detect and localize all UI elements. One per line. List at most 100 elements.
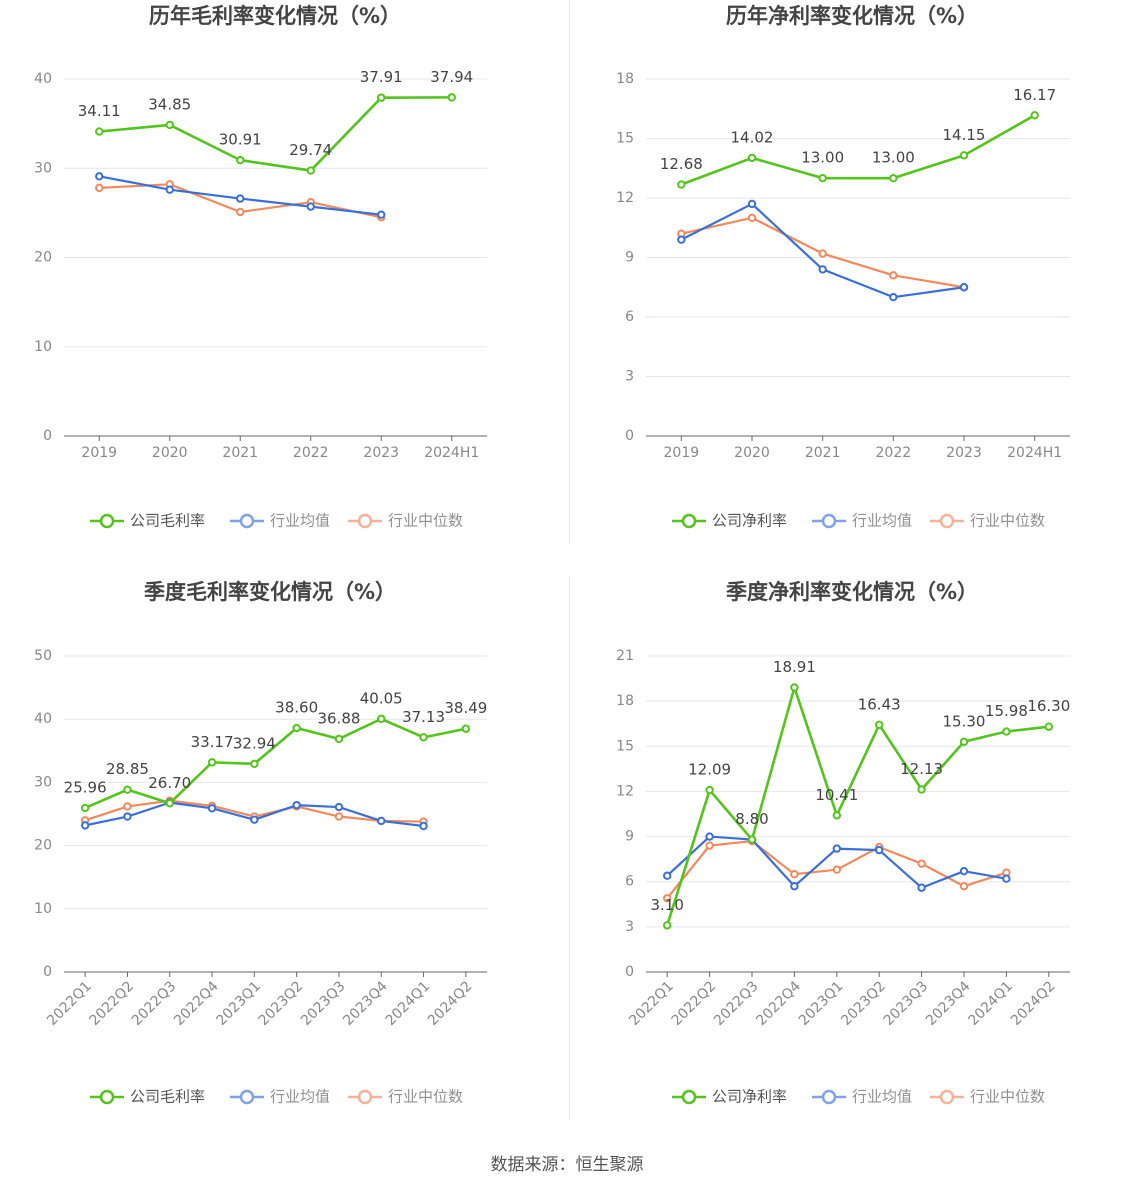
point-industry_avg <box>123 812 132 821</box>
point-company <box>959 151 969 160</box>
x-tick-label: 2024Q1 <box>383 978 434 1029</box>
data-label: 34.11 <box>78 102 121 120</box>
x-tick-label: 2022Q2 <box>87 978 138 1029</box>
point-company <box>705 785 714 795</box>
y-tick-label: 18 <box>616 693 634 709</box>
point-industry_avg <box>818 265 827 274</box>
y-tick-label: 0 <box>625 964 634 980</box>
point-industry_avg <box>832 844 841 853</box>
x-tick-label: 2022 <box>293 445 329 461</box>
point-industry_avg <box>207 804 217 813</box>
legend-item-industry_avg: 行业均值 <box>812 1088 912 1106</box>
data-label: 13.00 <box>872 149 915 167</box>
point-industry_avg <box>165 185 174 194</box>
x-tick-label: 2024Q2 <box>1008 978 1059 1029</box>
data-label: 16.17 <box>1013 86 1056 104</box>
y-tick-label: 15 <box>616 131 634 147</box>
point-company <box>123 785 132 794</box>
point-industry_avg <box>705 832 714 841</box>
y-tick-label: 20 <box>34 838 52 854</box>
legend-label: 公司净利率 <box>712 512 787 530</box>
point-industry_median <box>917 859 926 868</box>
legend-marker <box>239 513 255 529</box>
point-company <box>917 785 926 794</box>
point-company <box>832 811 841 820</box>
legend-label: 行业中位数 <box>970 1088 1045 1106</box>
point-company <box>377 93 386 102</box>
point-industry_avg <box>250 815 259 824</box>
series-line-company <box>680 114 1036 186</box>
y-tick-label: 3 <box>625 919 634 935</box>
y-tick-label: 6 <box>625 874 634 890</box>
y-tick-label: 0 <box>43 428 52 444</box>
y-tick-label: 40 <box>34 711 52 727</box>
data-label: 13.00 <box>801 149 844 167</box>
point-industry_avg <box>236 194 245 203</box>
data-label: 8.80 <box>735 810 768 828</box>
point-industry_avg <box>306 202 315 211</box>
legend-item-industry_median: 行业中位数 <box>930 512 1045 530</box>
point-company <box>306 166 315 175</box>
y-tick-label: 15 <box>616 738 634 754</box>
legend-marker <box>939 1089 955 1105</box>
point-company <box>818 173 827 183</box>
y-tick-label: 0 <box>625 428 634 444</box>
point-company <box>790 683 799 692</box>
data-label: 40.05 <box>360 689 403 707</box>
y-tick-label: 9 <box>625 829 634 845</box>
x-tick-label: 2023Q4 <box>923 978 974 1029</box>
data-label: 12.13 <box>900 760 943 778</box>
chart-title: 季度毛利率变化情况（%） <box>144 580 396 604</box>
point-industry_median <box>790 869 799 879</box>
y-tick-label: 50 <box>34 648 52 664</box>
point-company <box>334 734 344 744</box>
chart-panel-2: 历年净利率变化情况（%） 0 3 6 9 12 15 18 2019 2020 2021 2022 20… <box>616 4 1070 530</box>
x-tick-label: 2022Q3 <box>711 978 762 1029</box>
point-industry_median <box>832 865 841 874</box>
legend-label: 公司净利率 <box>712 1088 787 1106</box>
point-company <box>165 120 174 130</box>
y-tick-label: 12 <box>616 783 634 799</box>
point-industry_median <box>334 812 344 821</box>
vertical-divider-top <box>569 0 570 545</box>
data-label: 18.91 <box>773 658 816 676</box>
data-label: 12.09 <box>688 761 731 779</box>
data-label: 12.68 <box>660 155 703 173</box>
point-industry_avg <box>917 883 926 892</box>
legend-item-company: 公司净利率 <box>672 512 787 530</box>
data-source-note: 数据来源：恒生聚源 <box>490 1155 644 1175</box>
x-tick-label: 2023 <box>363 445 399 461</box>
point-company <box>1044 722 1054 731</box>
point-industry_median <box>959 882 969 891</box>
point-company <box>959 737 969 746</box>
point-industry_median <box>236 207 245 217</box>
legend-label: 行业均值 <box>270 512 330 530</box>
point-company <box>747 153 757 163</box>
point-industry_median <box>95 183 104 193</box>
x-tick-label: 2023Q3 <box>298 978 349 1029</box>
point-company <box>207 758 217 767</box>
y-tick-label: 10 <box>34 339 52 355</box>
data-label: 37.91 <box>360 68 403 86</box>
y-tick-label: 30 <box>34 160 52 176</box>
point-industry_avg <box>95 172 104 181</box>
chart-panel-1: 历年毛利率变化情况（%） 0 10 20 30 40 2019 2020 2021 2022 202… <box>34 4 487 530</box>
legend-marker <box>99 513 115 529</box>
series-line-company <box>99 96 452 172</box>
point-company <box>875 720 884 729</box>
x-tick-label: 2023Q1 <box>796 978 847 1029</box>
y-tick-label: 10 <box>34 901 52 917</box>
data-label: 38.60 <box>275 699 318 717</box>
point-industry_avg <box>889 292 898 302</box>
data-label: 14.02 <box>731 128 774 146</box>
x-tick-label: 2019 <box>81 445 117 461</box>
y-tick-label: 12 <box>616 190 634 206</box>
x-tick-label: 2024H1 <box>1007 445 1062 461</box>
data-label: 32.94 <box>233 734 276 752</box>
x-tick-label: 2020 <box>734 445 770 461</box>
data-label: 38.49 <box>444 699 487 717</box>
point-company <box>447 93 456 102</box>
data-label: 15.98 <box>985 702 1028 720</box>
data-label: 34.85 <box>148 95 191 113</box>
